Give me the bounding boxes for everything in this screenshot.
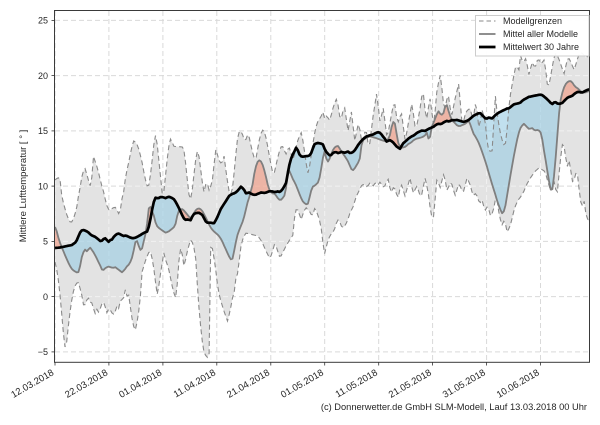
svg-text:0: 0: [43, 292, 48, 302]
svg-text:20: 20: [38, 71, 48, 81]
svg-text:Modellgrenzen: Modellgrenzen: [503, 16, 562, 26]
svg-text:15: 15: [38, 126, 48, 136]
svg-text:Mittlere Lufttemperatur [ ° ]: Mittlere Lufttemperatur [ ° ]: [18, 130, 29, 243]
svg-text:5: 5: [43, 237, 48, 247]
svg-text:25: 25: [38, 16, 48, 26]
svg-text:(c) Donnerwetter.de GmbH SLM-M: (c) Donnerwetter.de GmbH SLM-Modell, Lau…: [321, 402, 587, 412]
svg-text:Mittel aller Modelle: Mittel aller Modelle: [503, 29, 578, 39]
svg-text:Mittelwert 30 Jahre: Mittelwert 30 Jahre: [503, 42, 579, 52]
svg-text:10: 10: [38, 181, 48, 191]
svg-text:−5: −5: [38, 347, 48, 357]
